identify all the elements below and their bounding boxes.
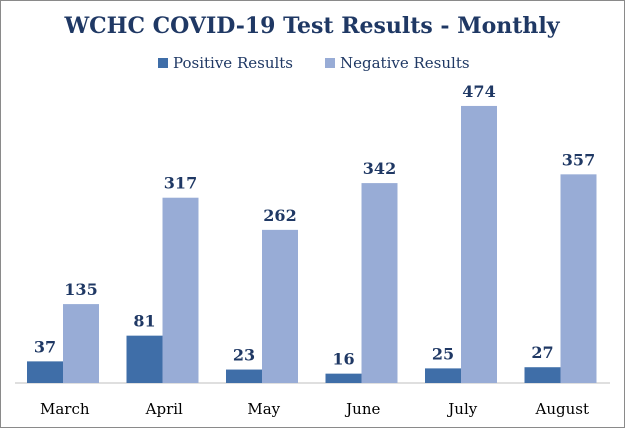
bar-negative-august xyxy=(560,174,597,383)
bar-positive-june xyxy=(325,373,362,383)
legend: Positive Results Negative Results xyxy=(158,54,470,72)
category-label-june: June xyxy=(344,400,380,418)
value-label-positive-august: 27 xyxy=(531,343,553,362)
value-label-positive-june: 16 xyxy=(332,350,354,369)
bar-negative-april xyxy=(162,197,199,383)
legend-label-1: Negative Results xyxy=(340,54,470,72)
bar-positive-may xyxy=(226,369,262,383)
value-label-negative-august: 357 xyxy=(562,150,595,169)
value-label-positive-july: 25 xyxy=(432,344,454,363)
bar-negative-july xyxy=(461,105,497,384)
bar-positive-march xyxy=(27,361,63,383)
category-labels: March April May June July August xyxy=(40,400,589,418)
category-label-april: April xyxy=(145,400,183,418)
category-label-july: July xyxy=(446,400,477,418)
category-label-march: March xyxy=(40,400,90,418)
category-label-august: August xyxy=(535,400,589,418)
legend-label-0: Positive Results xyxy=(173,54,293,72)
bar-positive-april xyxy=(126,335,163,383)
chart-title: WCHC COVID-19 Test Results - Monthly xyxy=(63,13,560,39)
bar-positive-july xyxy=(425,368,461,383)
value-label-positive-march: 37 xyxy=(34,337,56,356)
bar-negative-june xyxy=(361,183,398,383)
value-label-negative-june: 342 xyxy=(363,159,396,178)
category-label-may: May xyxy=(247,400,280,418)
value-labels: 37 135 81 317 23 262 16 342 25 474 27 357 xyxy=(34,82,595,369)
value-label-negative-march: 135 xyxy=(64,280,97,299)
bar-negative-march xyxy=(63,304,99,383)
value-label-negative-may: 262 xyxy=(263,206,296,225)
value-label-negative-april: 317 xyxy=(164,174,197,193)
bar-negative-may xyxy=(262,229,298,383)
legend-swatch-1 xyxy=(325,58,335,68)
value-label-positive-april: 81 xyxy=(133,312,155,331)
bar-positive-august xyxy=(524,367,561,383)
legend-swatch-0 xyxy=(158,58,168,68)
bars xyxy=(27,105,597,384)
value-label-negative-july: 474 xyxy=(462,82,495,101)
value-label-positive-may: 23 xyxy=(233,346,255,365)
